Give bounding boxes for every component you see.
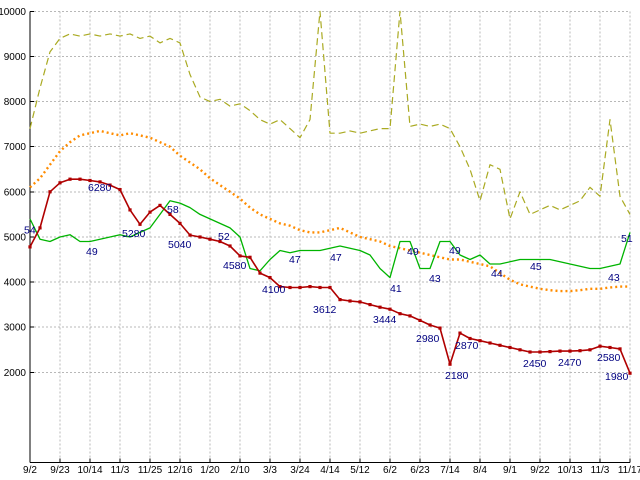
point-value-label: 52 — [218, 231, 230, 243]
point-value-label: 2870 — [455, 340, 479, 352]
point-value-labels: 54 6280 49 5280 58 5040 52 4580 4100 47 3612 47 3444… — [24, 182, 633, 383]
point-value-label: 5040 — [168, 239, 192, 251]
x-tick-label: 3/24 — [290, 465, 310, 476]
y-tick-label: 7000 — [4, 142, 27, 153]
point-value-label: 2180 — [445, 370, 469, 382]
point-value-label: 51 — [621, 233, 633, 245]
x-tick-label: 2/10 — [230, 465, 250, 476]
point-value-label: 2580 — [597, 352, 621, 364]
point-value-label: 43 — [429, 273, 441, 285]
x-tick-label: 11/3 — [591, 465, 610, 476]
point-value-label: 44 — [491, 268, 503, 280]
x-tick-label: 9/23 — [50, 465, 70, 476]
y-axis-tick-labels: 2000 3000 4000 5000 6000 7000 8000 9000 10000 — [0, 7, 26, 379]
y-tick-label: 3000 — [4, 323, 27, 334]
y-tick-label: 6000 — [4, 187, 27, 198]
point-value-label: 49 — [407, 246, 419, 258]
x-tick-label: 6/2 — [383, 465, 397, 476]
point-value-label: 1980 — [605, 371, 629, 383]
point-value-label: 2470 — [558, 357, 582, 369]
point-value-label: 2980 — [416, 333, 440, 345]
point-value-label: 49 — [449, 245, 461, 257]
x-tick-label: 11/25 — [138, 465, 163, 476]
x-tick-label: 11/17 — [618, 465, 640, 476]
point-value-label: 49 — [86, 246, 98, 258]
x-tick-label: 12/16 — [167, 465, 192, 476]
y-tick-label: 10000 — [0, 7, 26, 18]
point-value-label: 5280 — [122, 228, 146, 240]
x-tick-label: 11/3 — [111, 465, 130, 476]
x-tick-label: 4/14 — [320, 465, 340, 476]
x-tick-label: 10/13 — [557, 465, 582, 476]
x-tick-label: 9/22 — [530, 465, 550, 476]
point-value-label: 2450 — [523, 358, 547, 370]
x-tick-label: 7/14 — [440, 465, 460, 476]
axes — [29, 10, 631, 464]
point-value-label: 6280 — [88, 182, 112, 194]
x-tick-label: 10/14 — [77, 465, 102, 476]
grid-lines — [29, 10, 631, 463]
series-green_solid — [29, 200, 631, 279]
x-tick-label: 3/3 — [263, 465, 277, 476]
point-value-label: 41 — [390, 283, 402, 295]
point-value-label: 43 — [608, 272, 620, 284]
x-tick-label: 1/20 — [200, 465, 220, 476]
x-tick-label: 5/12 — [350, 465, 370, 476]
point-value-label: 47 — [330, 252, 342, 264]
x-tick-label: 9/2 — [23, 465, 37, 476]
series-olive_dashed — [29, 10, 631, 220]
point-value-label: 3612 — [313, 304, 337, 316]
x-axis-tick-labels: 9/2 9/23 10/14 11/3 11/25 12/16 1/20 2/10 3/3 3/2… — [23, 465, 640, 476]
y-tick-label: 2000 — [4, 368, 27, 379]
series-red_squares-markers — [28, 177, 632, 375]
x-tick-label: 9/1 — [503, 465, 517, 476]
y-tick-label: 8000 — [4, 97, 27, 108]
y-tick-label: 9000 — [4, 52, 27, 63]
x-tick-label: 6/23 — [410, 465, 430, 476]
point-value-label: 4580 — [223, 260, 247, 272]
point-value-label: 45 — [530, 261, 542, 273]
point-value-label: 54 — [24, 224, 36, 236]
y-tick-label: 5000 — [4, 232, 27, 243]
y-tick-label: 4000 — [4, 278, 27, 289]
point-value-label: 4100 — [262, 284, 286, 296]
point-value-label: 3444 — [373, 314, 397, 326]
point-value-label: 58 — [167, 204, 179, 216]
point-value-label: 47 — [289, 254, 301, 266]
x-tick-label: 8/4 — [473, 465, 487, 476]
